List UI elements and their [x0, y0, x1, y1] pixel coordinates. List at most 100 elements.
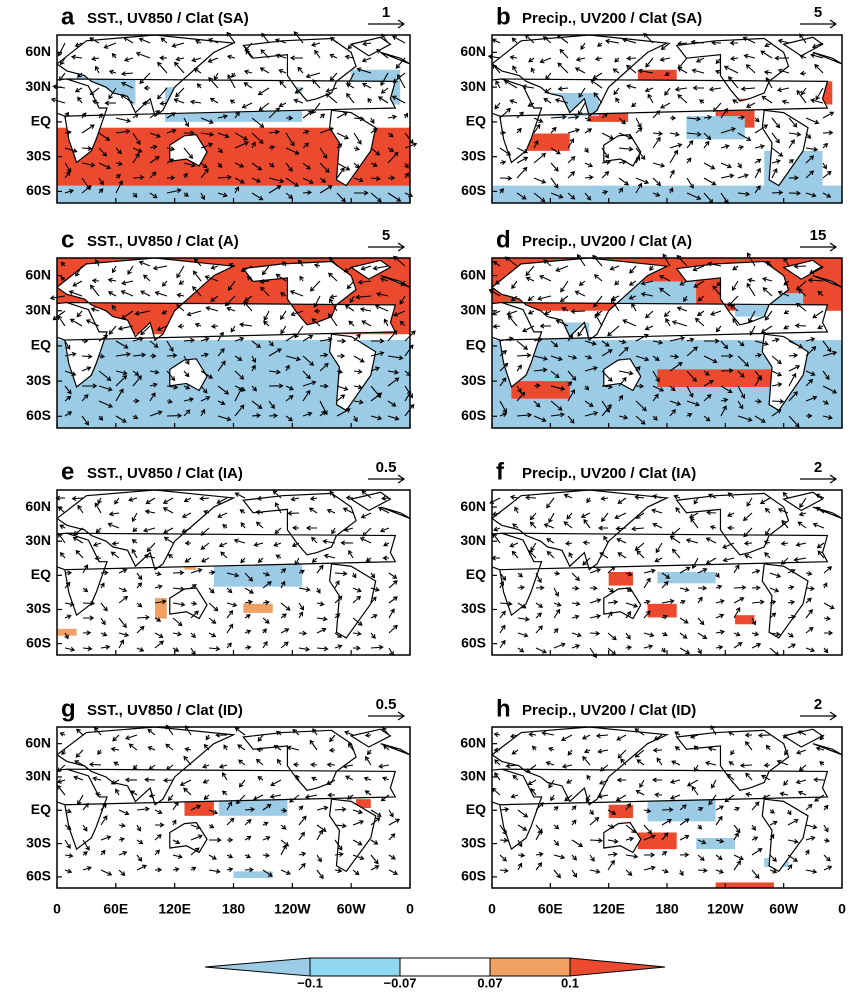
map-panel: g SST., UV850 / Clat (ID) 0.5 60N 30N EQ 30S 60… [25, 695, 414, 916]
lat-label: 60N [460, 734, 486, 750]
colorbar: −0.1 −0.07 0.07 0.1 [204, 957, 666, 990]
lat-label: EQ [31, 337, 51, 353]
lat-label: 60N [25, 498, 51, 514]
lat-label: 30S [26, 147, 51, 163]
lat-label: 60N [460, 498, 486, 514]
vector-scale-label: 5 [814, 4, 822, 21]
map [492, 727, 842, 888]
lat-label: 30N [460, 768, 486, 784]
anomaly-shading [735, 615, 755, 625]
lat-label: 60S [26, 182, 51, 198]
map [492, 490, 842, 655]
vector-scale-arrow [800, 711, 838, 721]
lat-label: 60N [460, 266, 486, 282]
panel-letter: a [61, 3, 75, 30]
lat-label: EQ [31, 113, 51, 129]
lat-label: 60S [26, 868, 51, 884]
lat-label: 60N [25, 43, 51, 59]
panel-title: Precip., UV200 / Clat (IA) [522, 465, 696, 482]
lon-label: 0 [838, 901, 846, 917]
map-panel: c SST., UV850 / Clat (A) 5 60N 30N EQ 30S 60S [25, 226, 416, 429]
wind-vectors [489, 491, 835, 659]
lat-label: 60N [460, 43, 486, 59]
colorbar-label: 0.1 [561, 975, 579, 988]
map [57, 258, 410, 428]
panel-title: Precip., UV200 / Clat (A) [522, 233, 692, 250]
panel-title: SST., UV850 / Clat (A) [87, 233, 239, 250]
anomaly-shading [647, 603, 677, 618]
colorbar-segment [204, 957, 311, 977]
lat-label: 30S [461, 147, 486, 163]
vector-scale-arrow [800, 242, 838, 252]
anomaly-shading [356, 799, 371, 809]
vector-scale-arrow [800, 19, 838, 29]
anomaly-shading [647, 799, 716, 822]
vector-scale-label: 1 [382, 4, 390, 21]
lat-label: 60S [26, 634, 51, 650]
lat-label: 30N [460, 301, 486, 317]
lon-label: 60W [769, 901, 799, 917]
panel-title: SST., UV850 / Clat (IA) [87, 465, 243, 482]
anomaly-shading [618, 281, 697, 305]
vector-scale-arrow [368, 19, 406, 29]
anomaly-shading [233, 871, 273, 879]
lat-label: EQ [31, 801, 51, 817]
wind-vectors [55, 490, 398, 657]
lat-label: 30N [25, 301, 51, 317]
lat-label: EQ [31, 566, 51, 582]
vector-scale-label: 0.5 [376, 459, 397, 476]
lat-label: 60S [461, 634, 486, 650]
lat-label: 30S [461, 834, 486, 850]
lon-label: 180 [655, 901, 679, 917]
map-panel: b Precip., UV200 / Clat (SA) 5 60N 30N EQ 30S 6… [460, 3, 843, 205]
lon-label: 0 [488, 901, 496, 917]
lat-label: 30N [460, 532, 486, 548]
vector-scale-label: 5 [382, 227, 390, 244]
panel-letter: d [496, 226, 511, 253]
map [492, 258, 842, 428]
wind-vectors [49, 255, 416, 426]
anomaly-shading [57, 628, 77, 636]
panel-letter: f [496, 458, 505, 485]
lon-label: 180 [222, 901, 246, 917]
vector-scale-label: 15 [810, 227, 827, 244]
lon-label: 0 [406, 901, 414, 917]
lat-label: 30S [461, 600, 486, 616]
lon-label: 60W [337, 901, 367, 917]
lat-label: 30S [461, 372, 486, 388]
lat-label: 30S [26, 600, 51, 616]
map-panel: a SST., UV850 / Clat (SA) 1 60N 30N EQ 30S 60S [25, 3, 418, 204]
anomaly-shading [657, 571, 716, 584]
panel-letter: g [61, 695, 76, 722]
colorbar-segment [489, 957, 571, 977]
map [57, 727, 410, 888]
colorbar-segment [309, 957, 401, 977]
lat-label: 60S [461, 182, 486, 198]
lon-label: 120W [707, 901, 744, 917]
anomaly-shading [243, 603, 273, 613]
anomaly-shading [657, 369, 774, 387]
panel-title: SST., UV850 / Clat (SA) [87, 10, 249, 27]
lat-label: 30S [26, 372, 51, 388]
wind-vectors [488, 252, 838, 428]
map-panel: d Precip., UV200 / Clat (A) 15 60N 30N EQ 30S 6… [460, 226, 843, 429]
map-panel: f Precip., UV200 / Clat (IA) 2 60N 30N EQ 30S 6… [460, 458, 843, 659]
lat-label: 60S [26, 407, 51, 423]
lat-label: EQ [466, 566, 486, 582]
colorbar-segment [399, 957, 491, 977]
vector-scale-label: 2 [814, 696, 822, 713]
vector-scale-arrow [800, 474, 838, 484]
vector-scale-label: 2 [814, 459, 822, 476]
lat-label: EQ [466, 113, 486, 129]
anomaly-shading [155, 598, 167, 619]
panel-title: Precip., UV200 / Clat (ID) [522, 702, 696, 719]
lat-label: 60N [25, 266, 51, 282]
anomaly-shading [492, 185, 842, 203]
map-panel: h Precip., UV200 / Clat (ID) 2 60N 30N EQ 30S 6… [460, 695, 846, 916]
vector-scale-arrow [368, 242, 406, 252]
vector-scale-arrow [368, 474, 406, 484]
lat-label: 60S [461, 407, 486, 423]
panel-letter: c [61, 226, 74, 253]
lat-label: 30N [25, 532, 51, 548]
panel-title: SST., UV850 / Clat (ID) [87, 702, 243, 719]
